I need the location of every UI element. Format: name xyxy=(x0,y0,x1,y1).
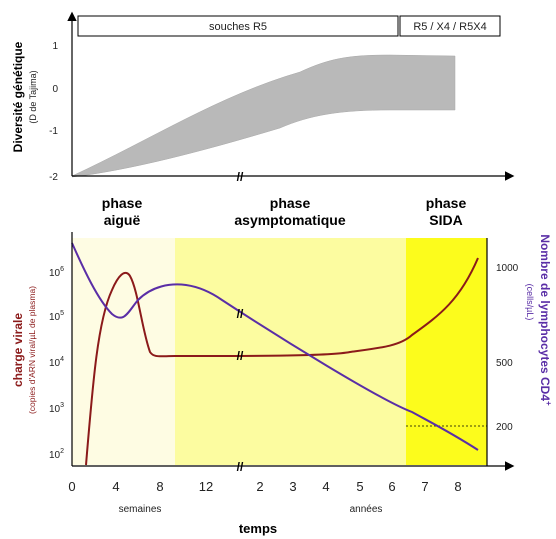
x-axis-title: temps xyxy=(239,521,277,536)
phase-aids-line1: phase xyxy=(426,195,467,211)
x-tick-4y: 4 xyxy=(322,479,329,494)
top-ytick-m1: -1 xyxy=(49,126,58,137)
phase-acute-line1: phase xyxy=(102,195,143,211)
phase-asymptomatic-line2: asymptomatique xyxy=(234,212,345,228)
axis-break-bottom: // xyxy=(237,460,244,474)
left-tick-1e6: 106 xyxy=(49,266,64,279)
left-tick-1e4: 104 xyxy=(49,356,64,369)
x-tick-3y: 3 xyxy=(289,479,296,494)
x-tick-7y: 7 xyxy=(421,479,428,494)
top-panel: souches R5 R5 / X4 / R5X4 // 1 0 -1 -2 D… xyxy=(11,11,515,184)
axis-break-top: // xyxy=(237,170,244,184)
x-tick-12: 12 xyxy=(199,479,213,494)
phase-acute-line2: aiguë xyxy=(104,212,141,228)
top-ytick-m2: -2 xyxy=(49,172,58,183)
diversity-envelope xyxy=(71,54,456,178)
right-axis-subtitle: (cells/µL) xyxy=(525,284,535,321)
x-tick-4: 4 xyxy=(112,479,119,494)
x-tick-6y: 6 xyxy=(388,479,395,494)
phase-aids-line2: SIDA xyxy=(429,212,462,228)
right-tick-500: 500 xyxy=(496,358,513,369)
left-axis-subtitle: (copies d'ARN viral/µL de plasma) xyxy=(27,286,37,414)
bottom-panel: // // // 106 105 104 103 102 1000 500 20… xyxy=(11,232,553,536)
x-tick-0: 0 xyxy=(68,479,75,494)
x-tick-8: 8 xyxy=(156,479,163,494)
top-y-axis-subtitle: (D de Tajima) xyxy=(28,70,38,123)
asymptomatic-phase-bg xyxy=(175,238,406,465)
band-mixed xyxy=(399,15,501,37)
band-r5 xyxy=(77,15,399,37)
left-tick-1e5: 105 xyxy=(49,310,64,323)
x-unit-weeks: semaines xyxy=(119,504,162,515)
top-ytick-0: 0 xyxy=(52,84,58,95)
right-axis-title: Nombre de lymphocytes CD4+ xyxy=(538,234,553,406)
x-tick-8y: 8 xyxy=(454,479,461,494)
left-axis-title: charge virale xyxy=(11,313,25,387)
band-r5-label: souches R5 xyxy=(209,21,267,33)
phase-asymptomatic-line1: phase xyxy=(270,195,311,211)
top-ytick-1: 1 xyxy=(52,41,58,52)
x-tick-2y: 2 xyxy=(256,479,263,494)
x-tick-5y: 5 xyxy=(356,479,363,494)
viral-load-curve xyxy=(85,257,479,466)
x-unit-years: années xyxy=(350,504,383,515)
right-tick-200: 200 xyxy=(496,422,513,433)
left-tick-1e2: 102 xyxy=(49,448,64,461)
phase-labels: phase aiguë phase asymptomatique phase S… xyxy=(102,195,467,228)
acute-phase-bg xyxy=(72,238,175,465)
cd4-curve xyxy=(71,242,479,451)
left-tick-1e3: 103 xyxy=(49,402,64,415)
right-tick-1000: 1000 xyxy=(496,263,519,274)
aids-phase-bg xyxy=(406,238,487,465)
band-mixed-label: R5 / X4 / R5X4 xyxy=(413,21,486,33)
curve-break-viral: // xyxy=(237,349,244,363)
curve-break-cd4: // xyxy=(237,307,244,321)
top-y-axis-title: Diversité génétique xyxy=(11,41,25,152)
